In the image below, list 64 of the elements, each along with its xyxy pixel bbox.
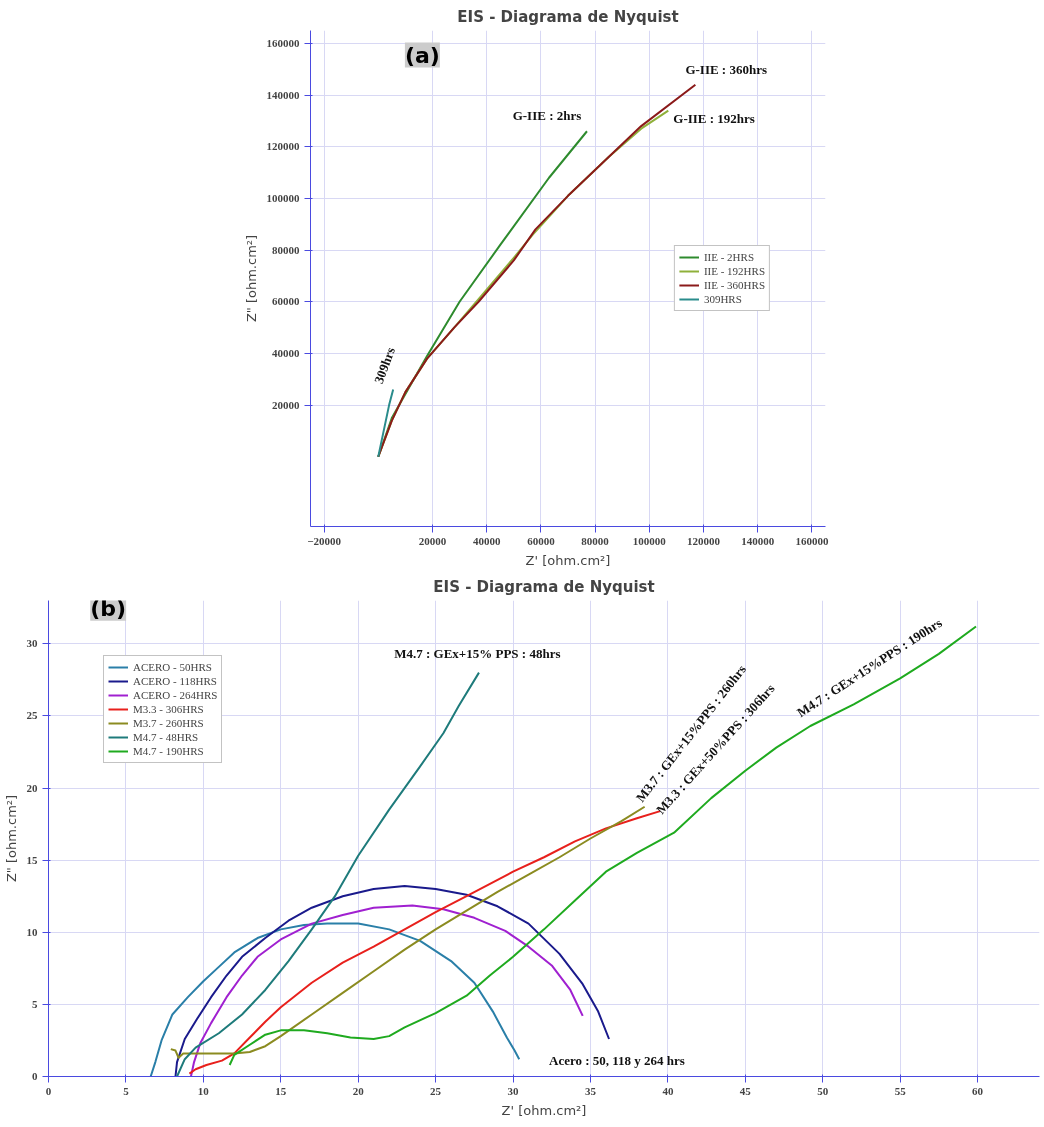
x-tick-label: 35 xyxy=(584,1084,597,1097)
x-tick-label: −20000 xyxy=(307,534,342,547)
line-series xyxy=(174,885,611,1077)
x-tick-label: 25 xyxy=(430,1084,442,1097)
y-tick-label: 160000 xyxy=(266,36,300,49)
x-tick-label: 10 xyxy=(197,1084,210,1097)
y-tick-label: 30 xyxy=(26,637,38,650)
y-tick-label: 5 xyxy=(32,997,38,1010)
x-tick-label: 100000 xyxy=(632,534,667,547)
x-tick-label: 55 xyxy=(894,1084,907,1097)
y-axis-title: Z" [ohm.cm²] xyxy=(3,794,19,883)
x-tick-label: 50 xyxy=(817,1084,829,1097)
legend-label: ACERO - 264HRS xyxy=(133,688,218,702)
x-tick-label: 40000 xyxy=(472,534,501,547)
y-tick-label: 10 xyxy=(26,925,38,938)
x-tick-label: 120000 xyxy=(687,534,721,547)
y-tick-label: 140000 xyxy=(266,88,300,101)
x-tick-label: 80000 xyxy=(581,534,610,547)
legend-label: M3.7 - 260HRS xyxy=(133,716,204,730)
legend-label: IIE - 360HRS xyxy=(703,278,765,292)
y-tick-label: 120000 xyxy=(266,140,300,153)
annotation: Acero : 50, 118 y 264 hrs xyxy=(549,1053,685,1068)
line-series xyxy=(189,904,584,1077)
legend-label: M3.3 - 306HRS xyxy=(133,702,204,716)
y-tick-label: 60000 xyxy=(272,295,300,308)
x-tick-label: 30 xyxy=(507,1084,520,1097)
annotation: M4.7 : GEx+15% PPS : 48hrs xyxy=(394,645,561,661)
y-tick-label: 15 xyxy=(26,853,38,866)
y-tick-label: 20000 xyxy=(272,398,300,411)
x-tick-label: 20000 xyxy=(418,534,447,547)
x-tick-label: 5 xyxy=(123,1084,130,1097)
y-tick-label: 80000 xyxy=(272,243,300,256)
x-tick-label: 140000 xyxy=(741,534,775,547)
x-axis-title: Z' [ohm.cm²] xyxy=(501,1102,587,1118)
x-axis-title: Z' [ohm.cm²] xyxy=(525,552,611,568)
x-tick-label: 0 xyxy=(45,1084,52,1097)
annotation: (a) xyxy=(404,42,440,68)
x-tick-label: 160000 xyxy=(795,534,829,547)
annotation: 309hrs xyxy=(371,345,399,386)
legend-label: IIE - 2HRS xyxy=(703,250,754,264)
y-tick-label: 40000 xyxy=(272,346,300,359)
annotation: G-IIE : 2hrs xyxy=(512,108,582,124)
x-tick-label: 20 xyxy=(352,1084,365,1097)
y-tick-label: 0 xyxy=(32,1070,38,1082)
chart-title: EIS - Diagrama de Nyquist xyxy=(433,577,655,596)
y-tick-label: 20 xyxy=(26,781,38,794)
annotation: G-IIE : 360hrs xyxy=(685,61,768,77)
legend-label: 309HRS xyxy=(703,292,742,306)
chart-title: EIS - Diagrama de Nyquist xyxy=(457,7,679,26)
legend-label: ACERO - 50HRS xyxy=(133,660,212,674)
legend-label: M4.7 - 48HRS xyxy=(133,730,199,744)
annotation: G-IIE : 192hrs xyxy=(673,111,755,127)
x-tick-label: 45 xyxy=(739,1084,752,1097)
legend-label: ACERO - 118HRS xyxy=(133,674,217,688)
y-tick-label: 25 xyxy=(26,709,38,722)
y-tick-label: 100000 xyxy=(266,191,300,204)
legend-label: IIE - 192HRS xyxy=(703,264,765,278)
legend-label: M4.7 - 190HRS xyxy=(133,744,204,758)
y-axis-title: Z" [ohm.cm²] xyxy=(243,234,259,323)
line-series xyxy=(377,388,395,458)
x-tick-label: 40 xyxy=(662,1084,674,1097)
line-series xyxy=(149,922,521,1077)
x-tick-label: 60000 xyxy=(527,534,556,547)
x-tick-label: 60 xyxy=(972,1084,984,1097)
